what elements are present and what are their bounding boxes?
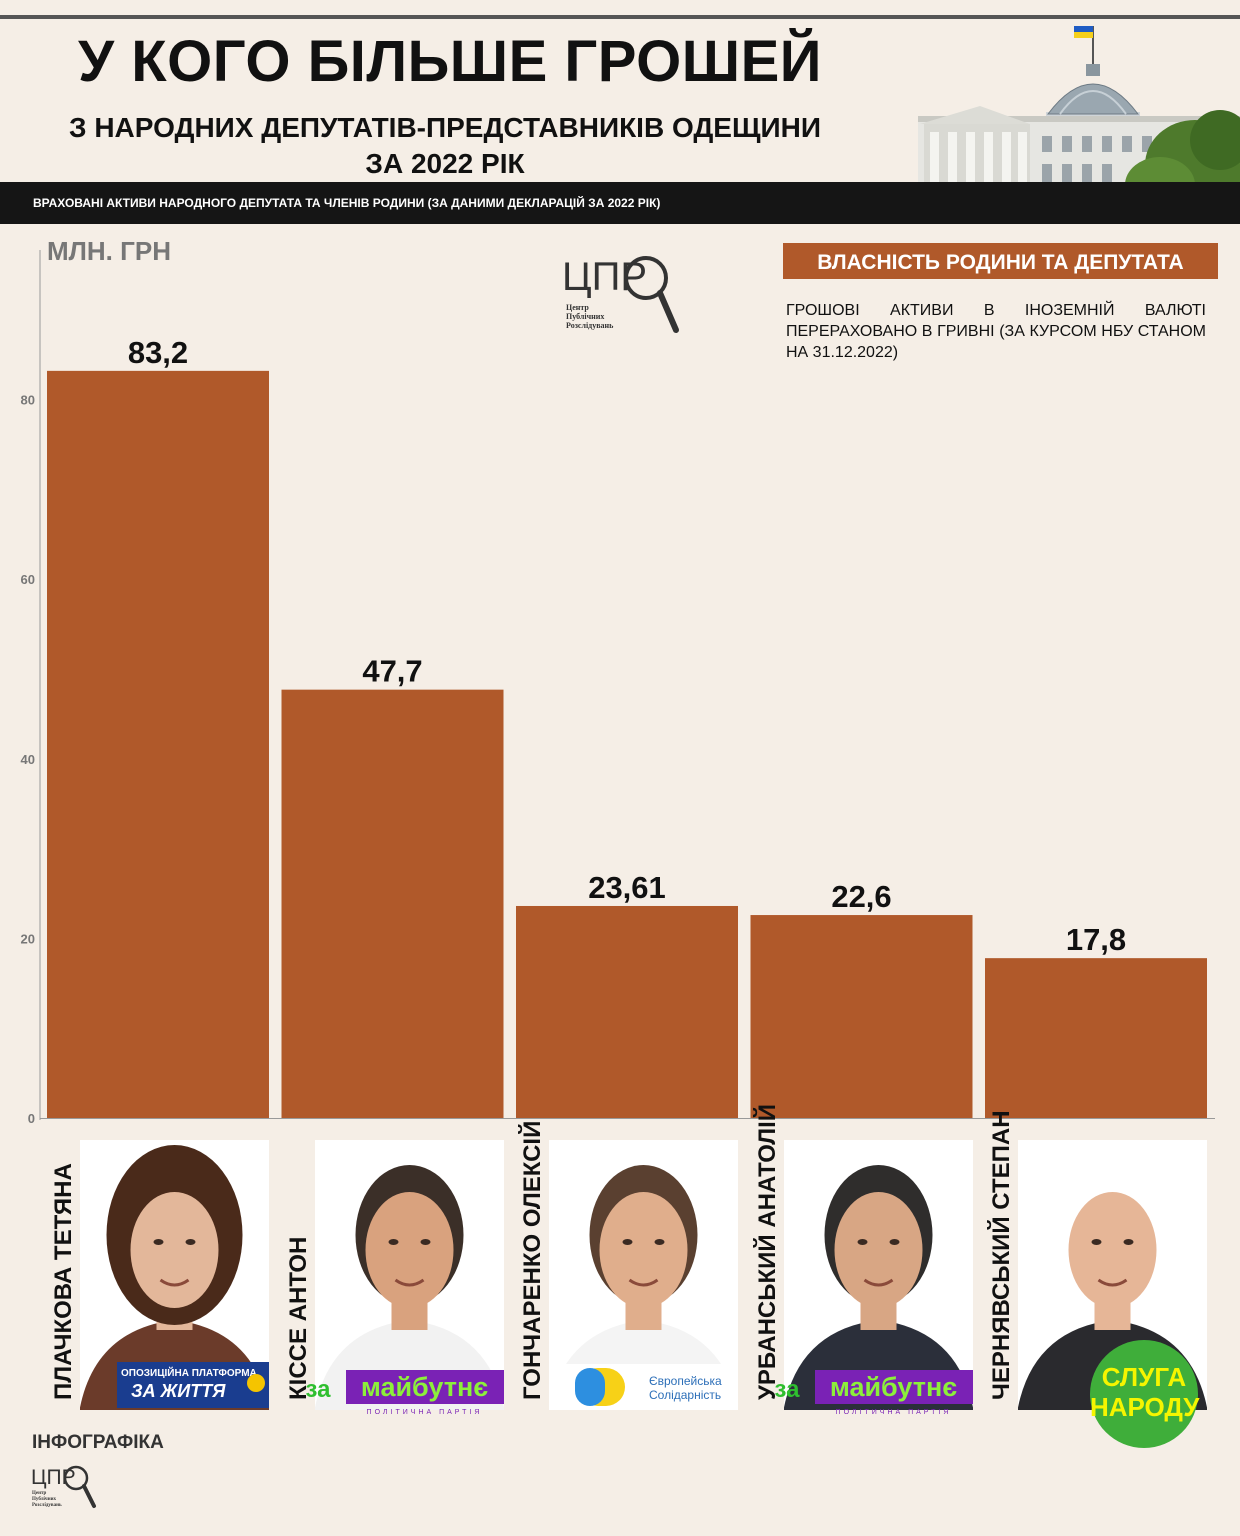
- cpr-logo-line1: Центр: [566, 303, 589, 312]
- person-photo: [1018, 1140, 1207, 1410]
- party-logo-european-solidarity: Європейська Солідарність: [549, 1364, 738, 1410]
- footer-label: ІНФОГРАФІКА: [32, 1432, 164, 1453]
- y-tick-label: 0: [28, 1111, 35, 1126]
- currency-note: ГРОШОВІ АКТИВИ В ІНОЗЕМНІЙ ВАЛЮТІ ПЕРЕРА…: [786, 302, 1206, 361]
- page-subtitle-line2: ЗА 2022 РІК: [365, 148, 525, 179]
- footer-logo-line3: Розслідувань: [32, 1503, 62, 1508]
- party-name-line1: ОПОЗИЦІЙНА ПЛАТФОРМА: [121, 1368, 257, 1379]
- party-name-line1: за: [774, 1376, 800, 1403]
- bar: [750, 915, 973, 1118]
- party-name-line2: майбутнє: [360, 1372, 489, 1402]
- person-name: ПЛАЧКОВА ТЕТЯНА: [50, 1163, 77, 1400]
- sun-icon: [247, 1374, 265, 1392]
- person-name: УРБАНСЬКИЙ АНАТОЛІЙ: [753, 1103, 781, 1400]
- y-axis-unit-label: МЛН. ГРН: [47, 236, 171, 266]
- party-name-line2: Солідарність: [649, 1388, 722, 1402]
- bar: [47, 370, 269, 1118]
- y-tick-label: 80: [21, 393, 35, 408]
- footer-logo-line2: Публічних: [32, 1497, 56, 1502]
- bar-value-label: 23,61: [588, 870, 666, 905]
- bar: [985, 958, 1207, 1118]
- party-name-line3: ПОЛІТИЧНА ПАРТІЯ: [366, 1409, 483, 1416]
- legend-swatch: [783, 243, 1218, 279]
- party-logo-servant-of-the-people: СЛУГА НАРОДУ: [1090, 1340, 1200, 1448]
- person-name: ЧЕРНЯВСЬКИЙ СТЕПАН: [988, 1110, 1015, 1400]
- party-name-line2: ЗА ЖИТТЯ: [131, 1381, 226, 1401]
- person-photo: [314, 1140, 504, 1410]
- bar-value-label: 47,7: [362, 654, 422, 689]
- party-name-line1: Європейська: [649, 1374, 722, 1388]
- bar-value-label: 22,6: [831, 879, 891, 914]
- page-subtitle-line1: З НАРОДНИХ ДЕПУТАТІВ-ПРЕДСТАВНИКІВ ОДЕЩИ…: [69, 112, 821, 143]
- party-name-line1: за: [305, 1376, 331, 1403]
- party-name-line1: СЛУГА: [1101, 1362, 1187, 1392]
- footer-logo-letters: ЦПР: [31, 1466, 76, 1489]
- party-logo-za-maibutnie: за майбутнє ПОЛІТИЧНА ПАРТІЯ: [296, 1370, 504, 1420]
- party-name-line2: НАРОДУ: [1090, 1392, 1200, 1422]
- party-name-line2: майбутнє: [829, 1372, 958, 1402]
- footer-cpr-logo: ЦПР Центр Публічних Розслідувань: [30, 1462, 100, 1510]
- banner-bar: [0, 182, 1240, 224]
- cpr-logo-line2: Публічних: [566, 312, 604, 321]
- y-tick-label: 40: [21, 752, 35, 767]
- bar-value-label: 17,8: [1066, 922, 1126, 957]
- legend-label: ВЛАСНІСТЬ РОДИНИ ТА ДЕПУТАТА: [817, 251, 1184, 274]
- bar-value-label: 83,2: [128, 335, 188, 370]
- cpr-logo-line3: Розслідувань: [566, 321, 614, 330]
- footer-logo-line1: Центр: [32, 1491, 47, 1496]
- bar-chart: 0 20 40 60 80 83,2 47,7 23,61 22,6 17,8: [21, 250, 1215, 1126]
- party-name-line3: ПОЛІТИЧНА ПАРТІЯ: [835, 1409, 952, 1416]
- page-title: У КОГО БІЛЬШЕ ГРОШЕЙ: [78, 29, 822, 94]
- person-name: ГОНЧАРЕНКО ОЛЕКСІЙ: [519, 1120, 546, 1400]
- bar: [516, 905, 738, 1118]
- y-tick-label: 20: [21, 931, 35, 946]
- banner-text: ВРАХОВАНІ АКТИВИ НАРОДНОГО ДЕПУТАТА ТА Ч…: [33, 196, 661, 210]
- y-tick-label: 60: [21, 572, 35, 587]
- party-logo-za-maibutnie: за майбутнє ПОЛІТИЧНА ПАРТІЯ: [765, 1370, 973, 1420]
- cpr-logo: ЦПР Центр Публічних Розслідувань: [560, 248, 690, 338]
- person-photo: [783, 1140, 973, 1410]
- party-logo-opposition-platform: ОПОЗИЦІЙНА ПЛАТФОРМА ЗА ЖИТТЯ: [117, 1362, 269, 1408]
- top-divider: [0, 15, 1240, 19]
- bar: [281, 689, 504, 1118]
